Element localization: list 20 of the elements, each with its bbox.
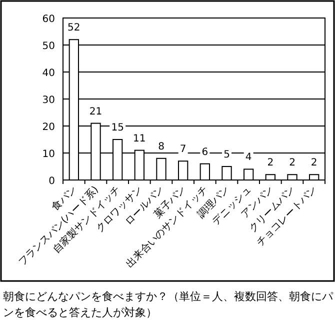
data-label: 6 bbox=[202, 146, 208, 158]
text: 朝食にどんなパンを食べますか？（単位＝人、複数回答、朝食にパンを食べると答えた人が対象） bbox=[3, 289, 333, 321]
data-label: 7 bbox=[180, 144, 186, 156]
y-tick-label: 40 bbox=[42, 68, 55, 79]
data-label: 21 bbox=[89, 106, 102, 118]
y-tick-label: 10 bbox=[42, 149, 55, 160]
y-tick-label: 20 bbox=[42, 122, 55, 133]
data-label: 52 bbox=[68, 22, 80, 34]
data-label: 11 bbox=[133, 133, 146, 144]
data-label: 8 bbox=[158, 141, 164, 152]
y-tick-label: 0 bbox=[48, 176, 55, 187]
data-label: 15 bbox=[111, 122, 124, 134]
y-tick-label: 60 bbox=[42, 14, 55, 25]
y-tick-label: 50 bbox=[42, 41, 55, 52]
data-label: 2 bbox=[289, 158, 296, 169]
data-label: 2 bbox=[310, 158, 318, 169]
data-label: 2 bbox=[267, 158, 274, 169]
y-tick-label: 30 bbox=[42, 95, 55, 106]
data-label: 5 bbox=[224, 150, 230, 160]
data-label: 4 bbox=[245, 152, 252, 164]
